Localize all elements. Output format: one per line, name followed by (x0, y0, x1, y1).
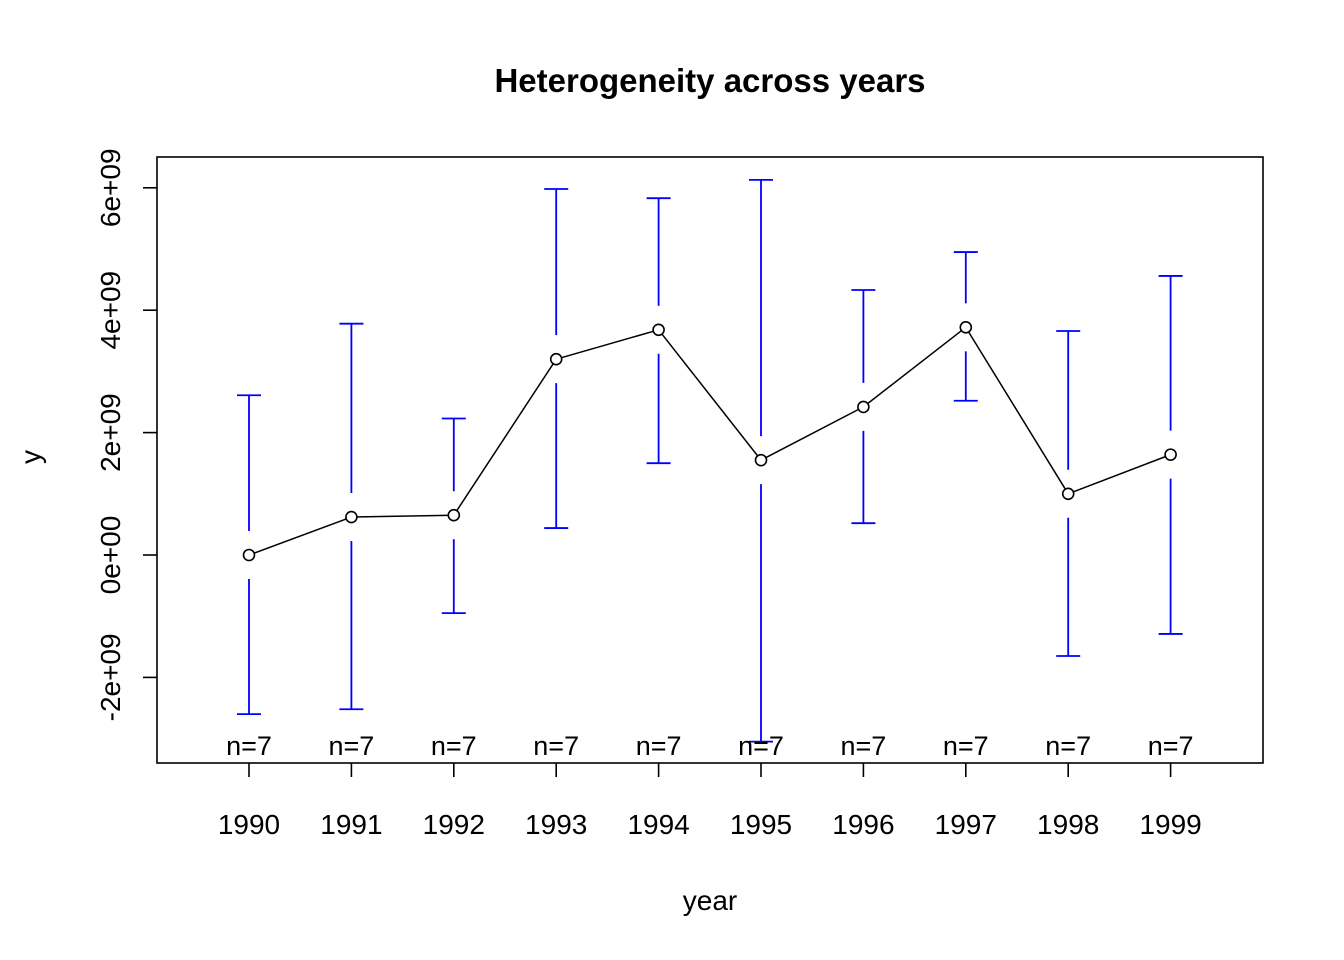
x-tick-label: 1991 (320, 809, 382, 840)
series-line-segment (248, 516, 352, 556)
error-bar (646, 197, 671, 465)
sample-size-label: n=7 (533, 731, 579, 761)
y-axis: -2e+09 0e+00 2e+09 4e+09 6e+09 (95, 148, 157, 721)
sample-size-label: n=7 (226, 731, 272, 761)
sample-size-label: n=7 (943, 731, 989, 761)
data-point (754, 453, 768, 467)
plot-frame (156, 156, 1264, 764)
data-point (857, 400, 870, 414)
y-tick-label: 4e+09 (95, 271, 126, 350)
y-tick-label: 0e+00 (95, 516, 126, 595)
series-line-group (248, 326, 1171, 556)
error-bar (1056, 330, 1081, 657)
series-line-segment (965, 326, 1069, 495)
error-bar (749, 178, 773, 743)
series-line-segment (658, 329, 762, 461)
data-point (549, 352, 563, 366)
sample-size-labels: n=7 n=7 n=7 n=7 n=7 n=7 n=7 n=7 n=7 n=7 (226, 731, 1193, 761)
x-tick-label: 1997 (935, 809, 997, 840)
x-tick-label: 1998 (1037, 809, 1099, 840)
sample-size-label: n=7 (1045, 731, 1091, 761)
chart-title: Heterogeneity across years (494, 62, 925, 99)
x-tick-label: 1999 (1139, 809, 1201, 840)
x-tick-label: 1990 (218, 809, 280, 840)
y-tick-label: 6e+09 (95, 148, 126, 227)
data-point (242, 548, 256, 562)
data-points (242, 321, 1177, 562)
sample-size-label: n=7 (1148, 731, 1194, 761)
error-bar (441, 417, 466, 615)
sample-size-label: n=7 (431, 731, 477, 761)
error-bar (1158, 275, 1183, 635)
series-line-segment (760, 406, 864, 461)
x-axis-label: year (683, 885, 737, 916)
data-point (345, 510, 358, 524)
data-point (1061, 487, 1075, 501)
x-tick-label: 1996 (832, 809, 894, 840)
sample-size-label: n=7 (840, 731, 886, 761)
error-bar (237, 394, 261, 716)
data-point (959, 321, 973, 334)
x-tick-label: 1995 (730, 809, 792, 840)
sample-size-label: n=7 (738, 731, 784, 761)
data-point (652, 323, 665, 337)
x-tick-label: 1994 (627, 809, 689, 840)
error-bar (953, 251, 978, 402)
error-bar (851, 289, 876, 525)
y-tick-label: 2e+09 (95, 393, 126, 472)
data-point (447, 508, 461, 522)
x-tick-label: 1993 (525, 809, 587, 840)
error-bars (237, 178, 1183, 743)
error-bar (339, 322, 364, 711)
y-axis-label: y (15, 450, 46, 464)
series-line-segment (862, 326, 967, 408)
series-line-segment (453, 358, 557, 516)
data-point (1164, 448, 1177, 461)
series-line-segment (1067, 453, 1171, 495)
series-line-segment (351, 514, 454, 518)
x-tick-label: 1992 (423, 809, 485, 840)
sample-size-label: n=7 (636, 731, 682, 761)
series-line-segment (555, 329, 659, 360)
x-axis: 1990 1991 1992 1993 1994 1995 1996 1997 1998 1999 (218, 763, 1202, 840)
sample-size-label: n=7 (328, 731, 374, 761)
y-tick-label: -2e+09 (95, 633, 126, 721)
error-bar (544, 188, 569, 529)
